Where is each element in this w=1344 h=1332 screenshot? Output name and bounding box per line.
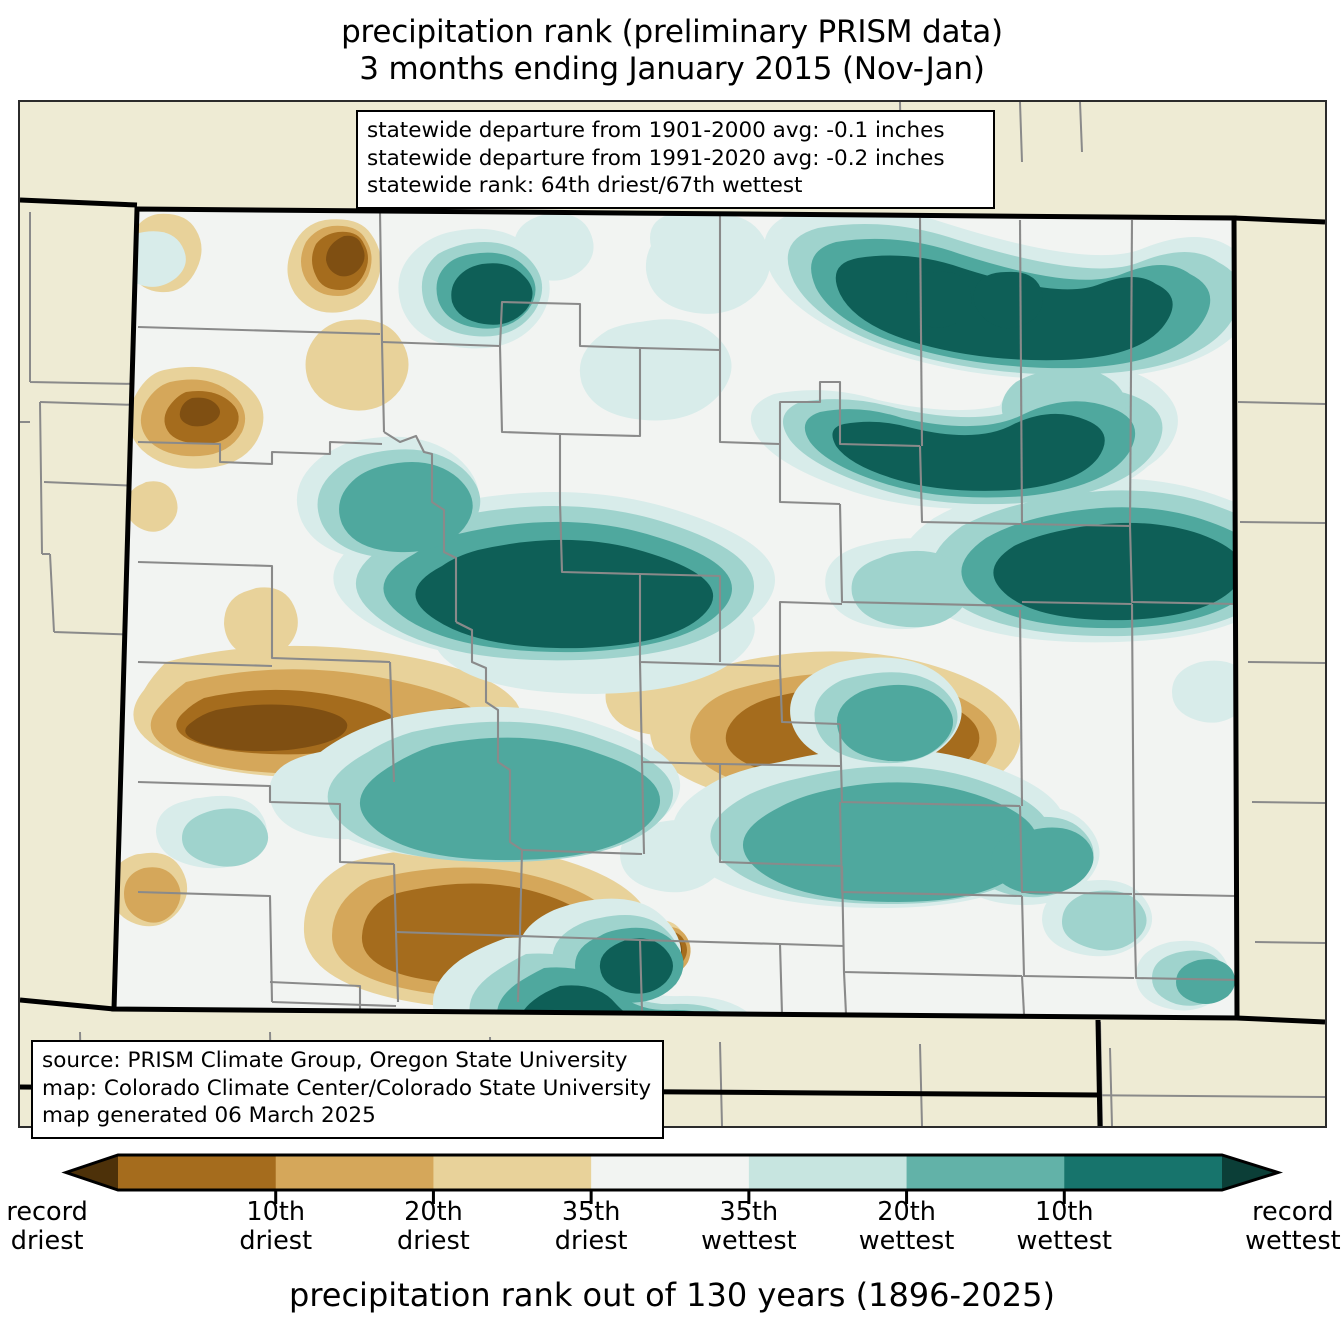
- tick-label-line-1: 10th: [1034, 1197, 1094, 1227]
- tick-label-line-1: 10th: [246, 1197, 306, 1227]
- map-frame: [18, 100, 1327, 1128]
- colorbar-segment-record-wettest-arrow: [1222, 1155, 1278, 1190]
- page-title: precipitation rank (preliminary PRISM da…: [0, 14, 1344, 87]
- colorbar-segment-record-driest-arrow: [66, 1155, 118, 1190]
- tick-label-line-2: wettest: [858, 1225, 955, 1256]
- county-boundaries: [137, 211, 1237, 1018]
- colorbar-segment-6: [906, 1155, 1065, 1190]
- colorbar-segment-1: [118, 1155, 277, 1190]
- tick-label-line-2: wettest: [701, 1225, 797, 1256]
- colorbar-segment-4: [591, 1155, 750, 1190]
- tick-label-line-2: driest: [397, 1225, 470, 1256]
- tick-label-line-2: driest: [239, 1225, 313, 1256]
- colorbar: [0, 1150, 1344, 1210]
- colorbar-tick-label-1: 10th driest: [239, 1198, 312, 1256]
- colorbar-segment-7: [1064, 1155, 1223, 1190]
- map-credit-line: map: Colorado Climate Center/Colorado St…: [42, 1075, 652, 1101]
- tick-label-line-1: 20th: [404, 1197, 463, 1227]
- colorbar-tick-labels: record driest 10th driest 20th driest 35th drie…: [0, 1198, 1344, 1266]
- tick-label-line-1: 35th: [719, 1197, 779, 1227]
- precipitation-rank-map: [20, 102, 1325, 1126]
- colorbar-tick-label-0: record driest: [6, 1198, 87, 1256]
- title-line-1: precipitation rank (preliminary PRISM da…: [341, 14, 1003, 50]
- colorbar-segment-3: [433, 1155, 592, 1190]
- tick-label-line-1: record: [1252, 1197, 1334, 1227]
- tick-label-line-2: driest: [10, 1225, 84, 1256]
- colorbar-tick-label-4: 35th wettest: [701, 1198, 797, 1256]
- tick-label-line-2: driest: [554, 1225, 628, 1256]
- colorbar-tickmarks: [274, 1190, 1066, 1204]
- tick-label-line-2: wettest: [1016, 1225, 1113, 1256]
- colorbar-tick-label-5: 20th wettest: [859, 1198, 955, 1256]
- source-attribution-box: source: PRISM Climate Group, Oregon Stat…: [31, 1040, 664, 1140]
- colorbar-tick-label-6: 10th wettest: [1017, 1198, 1113, 1256]
- tick-label-line-2: wettest: [1245, 1225, 1341, 1256]
- colorbar-segments: [66, 1155, 1278, 1190]
- title-line-2: 3 months ending January 2015 (Nov-Jan): [359, 50, 985, 87]
- colorbar-svg: [61, 1153, 1284, 1204]
- tick-label-line-1: 35th: [561, 1197, 621, 1227]
- tick-label-line-1: record: [6, 1197, 88, 1227]
- stat-departure-1991-2020: statewide departure from 1991-2020 avg: …: [367, 145, 945, 171]
- colorbar-tick-label-3: 35th driest: [555, 1198, 628, 1256]
- colorbar-segment-2: [275, 1155, 435, 1190]
- source-line: source: PRISM Climate Group, Oregon Stat…: [42, 1048, 628, 1073]
- stat-statewide-rank: statewide rank: 64th driest/67th wettest: [367, 173, 803, 199]
- colorbar-segment-5: [748, 1155, 908, 1190]
- stat-departure-1901-2000: statewide departure from 1901-2000 avg: …: [367, 118, 945, 143]
- colorbar-tick-label-2: 20th driest: [397, 1198, 470, 1256]
- colorbar-outline: [61, 1153, 1284, 1192]
- colorbar-caption: precipitation rank out of 130 years (189…: [289, 1276, 1055, 1314]
- colorbar-tick-label-7: record wettest: [1245, 1198, 1341, 1256]
- map-generated-line: map generated 06 March 2025: [42, 1103, 376, 1129]
- statewide-stats-box: statewide departure from 1901-2000 avg: …: [356, 110, 995, 210]
- tick-label-line-1: 20th: [877, 1197, 936, 1227]
